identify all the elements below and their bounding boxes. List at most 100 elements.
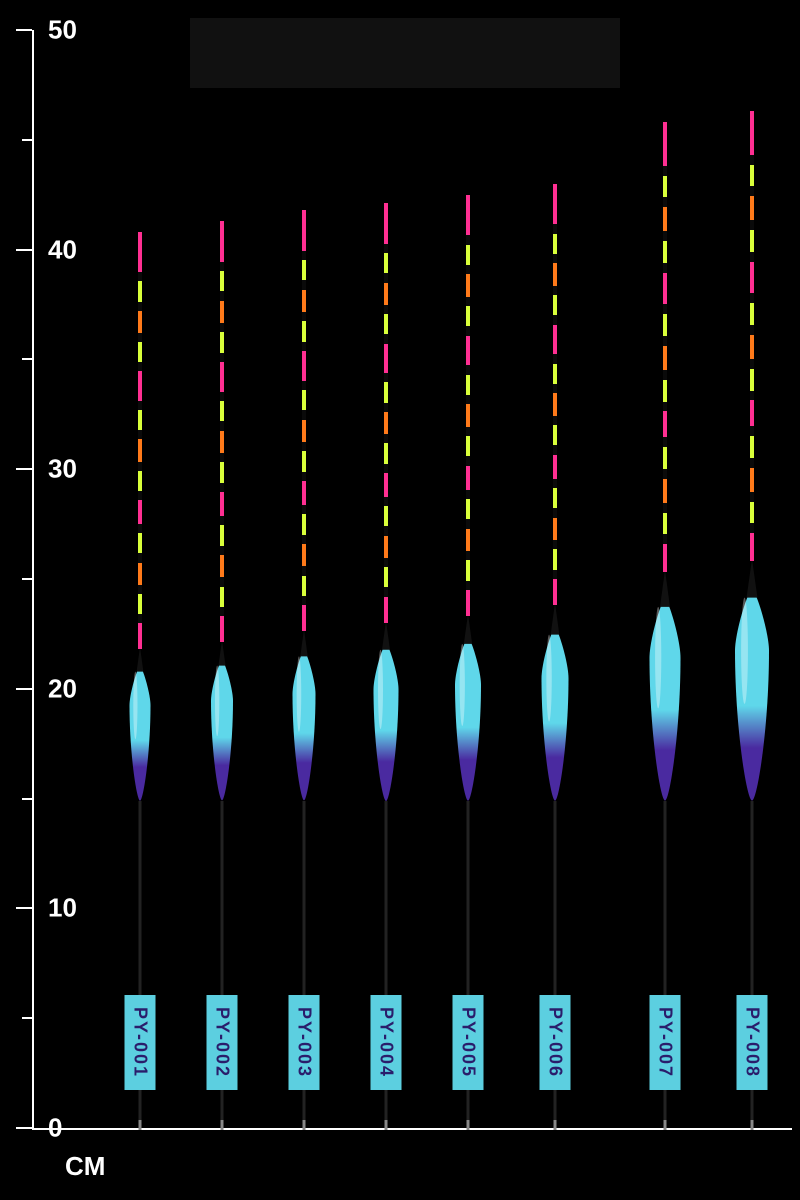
y-tick <box>16 249 32 251</box>
float-body <box>650 570 681 801</box>
antenna-segment <box>384 567 388 587</box>
antenna-segment <box>384 412 388 434</box>
antenna-segment <box>663 370 667 380</box>
antenna-segment <box>220 577 224 586</box>
antenna-segment <box>663 176 667 198</box>
size-comparison-chart: 01020304050 PY-001PY-002PY-003PY-004PY-0… <box>0 0 800 1200</box>
antenna-segment <box>384 497 388 506</box>
antenna-segment <box>750 458 754 468</box>
antenna-segment <box>663 336 667 346</box>
float-antenna <box>138 232 142 649</box>
y-tick-label: 50 <box>48 15 77 46</box>
antenna-segment <box>553 518 557 540</box>
unit-label: CM <box>65 1151 105 1182</box>
antenna-segment <box>384 434 388 443</box>
float-antenna <box>750 111 754 561</box>
antenna-segment <box>138 401 142 410</box>
antenna-segment <box>138 302 142 311</box>
antenna-segment <box>384 314 388 334</box>
antenna-segment <box>466 297 470 306</box>
antenna-segment <box>663 380 667 402</box>
antenna-segment <box>750 325 754 335</box>
antenna-segment <box>553 549 557 569</box>
antenna-segment <box>220 492 224 516</box>
antenna-segment <box>750 220 754 230</box>
antenna-segment <box>750 230 754 252</box>
product-label: PY-002 <box>207 995 238 1090</box>
antenna-segment <box>384 536 388 558</box>
antenna-segment <box>663 207 667 231</box>
antenna-segment <box>220 587 224 607</box>
antenna-segment <box>466 499 470 519</box>
antenna-segment <box>220 607 224 616</box>
antenna-segment <box>663 437 667 447</box>
antenna-segment <box>302 535 306 544</box>
antenna-segment <box>302 505 306 514</box>
antenna-segment <box>466 551 470 560</box>
antenna-segment <box>384 382 388 402</box>
antenna-segment <box>663 447 667 469</box>
antenna-segment <box>466 581 470 590</box>
antenna-segment <box>466 235 470 244</box>
antenna-segment <box>302 251 306 260</box>
antenna-segment <box>663 273 667 305</box>
antenna-segment <box>466 365 470 374</box>
antenna-segment <box>138 362 142 371</box>
antenna-segment <box>384 506 388 526</box>
antenna-segment <box>384 334 388 343</box>
antenna-segment <box>663 314 667 336</box>
y-tick-label: 40 <box>48 234 77 265</box>
product-label: PY-001 <box>125 995 156 1090</box>
y-tick <box>16 688 32 690</box>
antenna-segment <box>138 342 142 362</box>
antenna-segment <box>750 252 754 262</box>
y-tick-label: 30 <box>48 454 77 485</box>
antenna-segment <box>220 421 224 430</box>
antenna-segment <box>302 544 306 566</box>
antenna-segment <box>750 533 754 561</box>
antenna-segment <box>220 332 224 352</box>
antenna-segment <box>750 468 754 492</box>
antenna-segment <box>553 263 557 285</box>
antenna-segment <box>750 492 754 502</box>
float-body <box>455 614 481 801</box>
antenna-segment <box>384 283 388 305</box>
antenna-segment <box>220 431 224 453</box>
antenna-segment <box>138 410 142 430</box>
antenna-segment <box>750 369 754 391</box>
float-body <box>130 647 151 801</box>
antenna-segment <box>466 466 470 490</box>
antenna-segment <box>138 333 142 342</box>
y-tick <box>22 358 32 360</box>
antenna-segment <box>663 122 667 166</box>
antenna-segment <box>466 245 470 265</box>
antenna-segment <box>220 271 224 291</box>
antenna-segment <box>663 166 667 176</box>
antenna-segment <box>302 481 306 505</box>
antenna-segment <box>750 111 754 155</box>
antenna-segment <box>220 555 224 577</box>
antenna-segment <box>220 262 224 271</box>
y-tick-label: 10 <box>48 893 77 924</box>
antenna-segment <box>553 479 557 488</box>
antenna-segment <box>466 404 470 426</box>
antenna-segment <box>466 436 470 456</box>
antenna-segment <box>138 500 142 524</box>
antenna-segment <box>750 523 754 533</box>
float-antenna <box>384 203 388 622</box>
antenna-segment <box>663 503 667 513</box>
y-tick <box>22 1017 32 1019</box>
antenna-segment <box>750 262 754 294</box>
antenna-segment <box>663 263 667 273</box>
antenna-segment <box>138 533 142 553</box>
antenna-segment <box>553 570 557 579</box>
antenna-segment <box>384 203 388 244</box>
antenna-segment <box>466 529 470 551</box>
antenna-segment <box>663 544 667 572</box>
antenna-segment <box>553 295 557 315</box>
antenna-segment <box>553 425 557 445</box>
antenna-segment <box>138 623 142 649</box>
antenna-segment <box>302 472 306 481</box>
antenna-segment <box>302 442 306 451</box>
antenna-segment <box>384 373 388 382</box>
